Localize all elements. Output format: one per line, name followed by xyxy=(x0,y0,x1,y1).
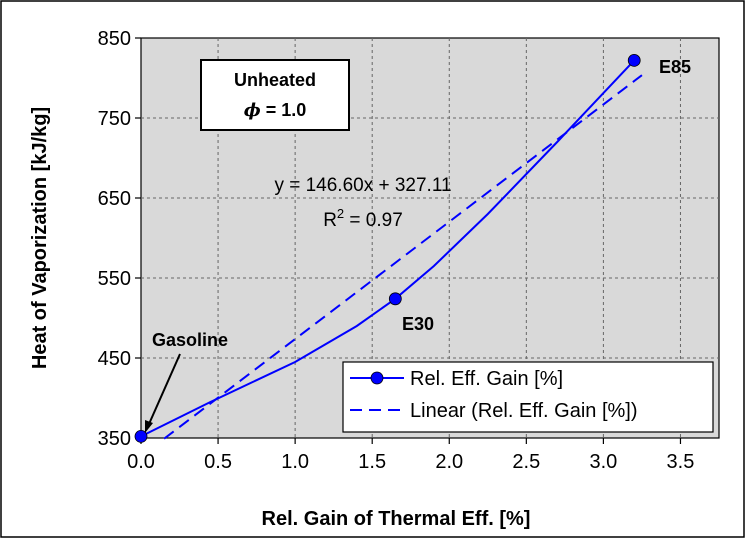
x-tick-label: 0.0 xyxy=(127,451,155,473)
phi-symbol: ϕ xyxy=(244,100,261,121)
condition-box xyxy=(200,59,350,131)
y-axis-title: Heat of Vaporization [kJ/kg] xyxy=(29,107,51,369)
gasoline-arrow xyxy=(148,353,181,425)
x-tick-label: 1.5 xyxy=(358,451,386,473)
x-tick-label: 3.5 xyxy=(667,451,695,473)
x-tick-label: 3.0 xyxy=(589,451,617,473)
label-e30: E30 xyxy=(402,314,434,334)
y-tick-label: 450 xyxy=(98,348,131,370)
condition-line-1: Unheated xyxy=(234,70,316,90)
gasoline-arrowhead xyxy=(145,420,153,433)
r-squared-r: R xyxy=(323,210,337,231)
label-gasoline: Gasoline xyxy=(152,330,228,350)
data-point-e85 xyxy=(627,54,641,67)
series-layer xyxy=(134,54,643,443)
fit-equation: y = 146.60x + 327.11 xyxy=(274,175,451,196)
r-squared-value: = 0.97 xyxy=(344,210,403,231)
y-tick-label: 650 xyxy=(98,188,131,210)
legend: Rel. Eff. Gain [%] Linear (Rel. Eff. Gai… xyxy=(342,361,714,433)
r-squared: R2 = 0.97 xyxy=(323,206,403,231)
x-axis-title: Rel. Gain of Thermal Eff. [%] xyxy=(262,508,531,530)
legend-marker-data xyxy=(370,371,384,385)
data-point-gasoline xyxy=(134,429,148,443)
r-squared-exponent: 2 xyxy=(337,206,344,221)
y-tick-label: 850 xyxy=(98,28,131,50)
phi-value: = 1.0 xyxy=(261,100,307,120)
legend-label-fit: Linear (Rel. Eff. Gain [%]) xyxy=(410,400,638,422)
data-markers xyxy=(134,54,641,443)
x-axis-ticks: 0.0 0.5 1.0 1.5 2.0 2.5 3.0 3.5 xyxy=(127,438,694,473)
legend-box xyxy=(342,361,714,433)
x-tick-label: 1.0 xyxy=(281,451,309,473)
legend-label-data: Rel. Eff. Gain [%] xyxy=(410,368,563,390)
y-axis-ticks: 350 450 550 650 750 850 xyxy=(98,28,141,450)
x-tick-label: 2.0 xyxy=(435,451,463,473)
y-tick-label: 350 xyxy=(98,428,131,450)
x-tick-label: 2.5 xyxy=(512,451,540,473)
label-e85: E85 xyxy=(659,57,691,77)
data-point-e30 xyxy=(388,292,402,306)
x-tick-label: 0.5 xyxy=(204,451,232,473)
condition-line-2: ϕ = 1.0 xyxy=(244,100,307,121)
y-tick-label: 750 xyxy=(98,108,131,130)
y-tick-label: 550 xyxy=(98,268,131,290)
